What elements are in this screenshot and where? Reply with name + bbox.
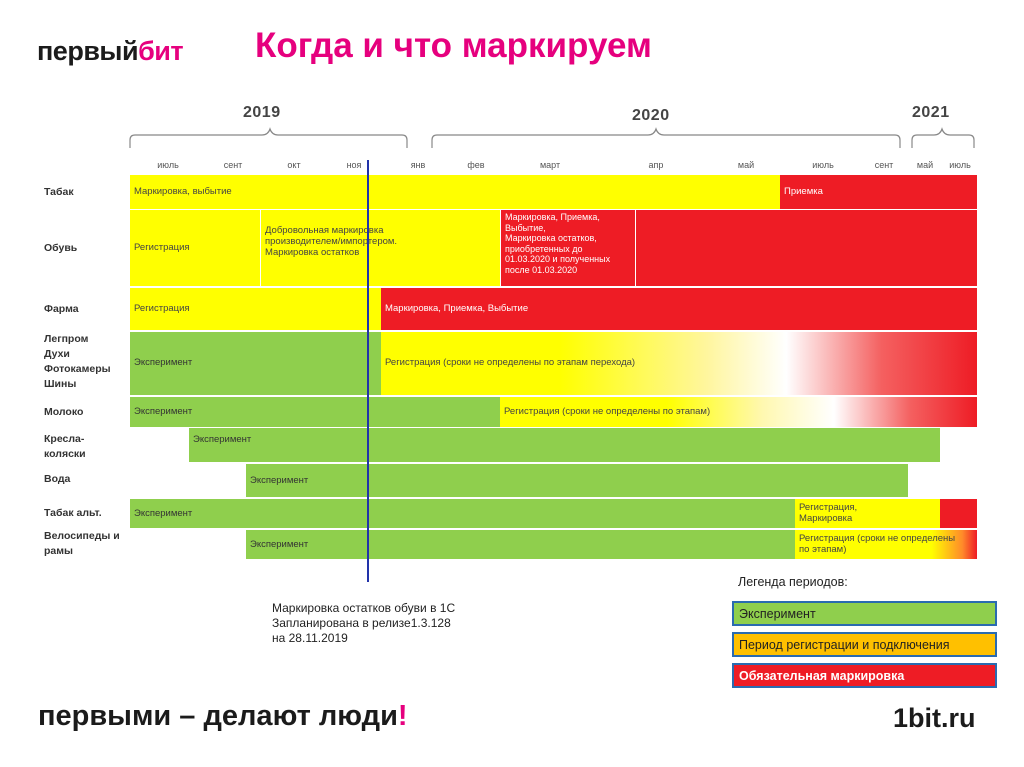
month-label: май — [737, 160, 755, 170]
slogan-text: первыми – делают люди — [38, 700, 398, 732]
bar-wheelchairs-experiment: Эксперимент — [189, 428, 940, 462]
bar-light-industry-experiment: Эксперимент — [130, 332, 381, 395]
bar-alt-tobacco-mandatory — [940, 499, 977, 528]
month-label: май — [916, 160, 934, 170]
month-label: янв — [410, 160, 426, 170]
row-label-pharma: Фарма — [44, 303, 79, 315]
row-label-wheelchairs: Кресла- коляски — [44, 433, 86, 460]
bar-milk-registration: Регистрация (сроки не определены по этап… — [500, 397, 977, 427]
bar-shoes-mandatory: Маркировка, Приемка, Выбытие, Маркировка… — [501, 210, 635, 286]
slogan-bang: ! — [397, 700, 408, 732]
logo-accent: бит — [138, 36, 184, 66]
bar-light-industry-registration: Регистрация (сроки не определены по этап… — [381, 332, 977, 395]
bar-pharma-registration: Регистрация — [130, 288, 381, 330]
bar-alt-tobacco-registration: Регистрация, Маркировка — [795, 499, 940, 528]
month-label: фев — [467, 160, 485, 170]
bar-shoes-registration: Регистрация — [130, 210, 260, 286]
site-url[interactable]: 1bit.ru — [893, 703, 976, 733]
month-label: июль — [949, 160, 971, 170]
row-label-alt-tobacco: Табак альт. — [44, 507, 102, 519]
bar-tobacco-marking: Маркировка, выбытие — [130, 175, 780, 209]
bar-alt-tobacco-experiment: Эксперимент — [130, 499, 795, 528]
month-label: апр — [648, 160, 664, 170]
bar-water-experiment: Эксперимент — [246, 464, 908, 497]
legend-experiment: Эксперимент — [732, 601, 997, 626]
month-label: июль — [157, 160, 179, 170]
bar-tobacco-acceptance: Приемка — [780, 175, 977, 209]
year-2021: 2021 — [912, 104, 950, 121]
row-label-water: Вода — [44, 473, 71, 485]
logo: первыйбит — [37, 36, 184, 67]
month-label: окт — [287, 160, 301, 170]
row-label-shoes: Обувь — [44, 242, 78, 254]
month-label: июль — [812, 160, 834, 170]
bar-bicycles-registration: Регистрация (сроки не определены по этап… — [795, 530, 977, 559]
row-label-tobacco: Табак — [44, 186, 74, 198]
legend-registration: Период регистрации и подключения — [732, 632, 997, 657]
year-2020: 2020 — [632, 107, 670, 124]
row-label-milk: Молоко — [44, 406, 84, 418]
bar-milk-experiment: Эксперимент — [130, 397, 500, 427]
month-label: сент — [874, 160, 894, 170]
legend-title: Легенда периодов: — [738, 575, 848, 589]
legend-mandatory: Обязательная маркировка — [732, 663, 997, 688]
year-2019: 2019 — [243, 104, 281, 121]
logo-text: первый — [37, 36, 139, 66]
bar-pharma-mandatory: Маркировка, Приемка, Выбытие — [381, 288, 977, 330]
current-date-marker — [367, 160, 369, 582]
bar-shoes-voluntary: Добровольная маркировка производителем/и… — [261, 210, 500, 286]
year-braces — [129, 127, 975, 148]
month-label: март — [539, 160, 561, 170]
month-label: ноя — [346, 160, 362, 170]
shoes-note: Маркировка остатков обуви в 1С Запланиро… — [272, 601, 456, 645]
bar-bicycles-experiment: Эксперимент — [246, 530, 795, 559]
page-title: Когда и что маркируем — [255, 26, 652, 65]
month-label: сент — [223, 160, 243, 170]
bar-shoes-mandatory-cont — [636, 210, 977, 286]
slogan: первыми – делают люди! — [38, 700, 408, 733]
row-label-bicycles: Велосипеды и рамы — [44, 530, 120, 557]
row-label-light-industry: Легпром Духи Фотокамеры Шины — [44, 333, 111, 390]
